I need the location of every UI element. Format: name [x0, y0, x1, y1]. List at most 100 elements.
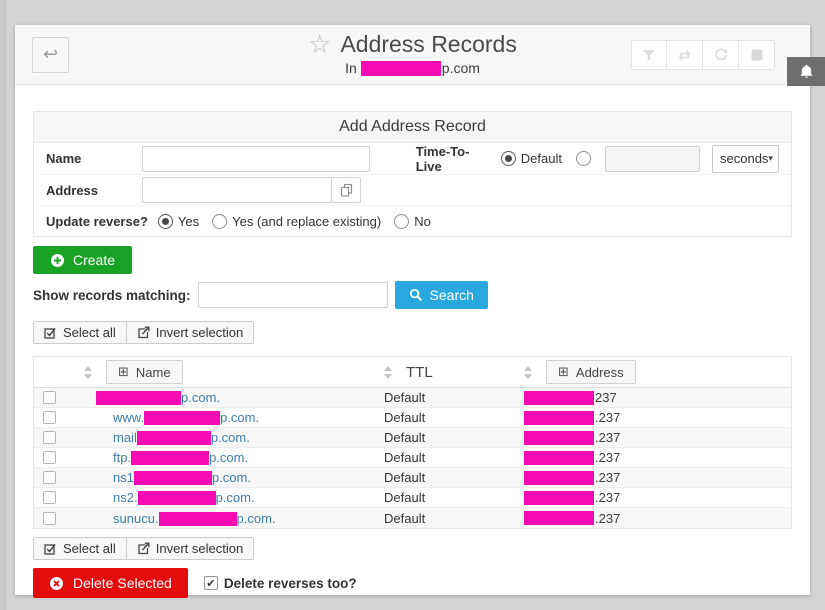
- redacted-name: [131, 451, 210, 465]
- select-all-checkbox-icon: [44, 327, 56, 339]
- redacted-name: [96, 391, 181, 405]
- invert-selection-icon: [138, 326, 150, 339]
- address-label: Address: [46, 182, 99, 198]
- table-row: sunucu. p.com. Default .237: [34, 508, 791, 528]
- update-no-radio[interactable]: [394, 213, 410, 229]
- row-checkbox[interactable]: [42, 511, 56, 525]
- title-block: ☆ Address Records In p.com: [15, 31, 810, 76]
- ttl-label: Time-To-Live: [415, 143, 470, 174]
- records-table: ⊞ Name TTL ⊞ Address p: [33, 356, 792, 529]
- delete-reverses-checkbox[interactable]: ✔: [203, 576, 218, 590]
- records-matching-input[interactable]: [197, 282, 388, 308]
- search-button[interactable]: Search: [394, 281, 488, 309]
- record-ttl: Default: [384, 430, 426, 445]
- record-name-link[interactable]: sunucu. p.com.: [113, 510, 276, 526]
- plus-square-icon: ⊞: [118, 364, 129, 380]
- invert-selection-button-bottom[interactable]: Invert selection: [126, 537, 255, 560]
- table-row: mail p.com. Default .237: [34, 428, 791, 448]
- record-name-link[interactable]: mail p.com.: [113, 430, 250, 445]
- header-toolbar: [631, 40, 775, 70]
- name-ttl-row: Name Time-To-Live Default seconds ▾: [34, 143, 791, 174]
- redacted-address: [524, 511, 594, 525]
- record-ttl: Default: [384, 470, 426, 485]
- redacted-address: [524, 410, 594, 425]
- redacted-address: [524, 470, 594, 485]
- row-checkbox[interactable]: [42, 431, 56, 444]
- refresh-icon: [714, 48, 727, 61]
- page-header: ↩ ☆ Address Records In p.com: [15, 25, 810, 85]
- notifications-tab[interactable]: [787, 57, 825, 86]
- row-checkbox[interactable]: [42, 491, 56, 504]
- row-checkbox[interactable]: [42, 471, 56, 484]
- row-checkbox[interactable]: [42, 451, 56, 464]
- record-ttl: Default: [384, 410, 426, 425]
- record-address: .237: [595, 510, 621, 526]
- row-checkbox[interactable]: [42, 391, 56, 404]
- ttl-custom-radio[interactable]: [576, 151, 591, 166]
- selection-buttons-bottom: Select all Invert selection: [33, 537, 255, 560]
- table-row: ns1 p.com. Default .237: [34, 468, 791, 488]
- select-all-button-top[interactable]: Select all: [33, 321, 127, 344]
- chevron-down-icon: ▾: [768, 153, 773, 163]
- ttl-unit-select[interactable]: seconds ▾: [712, 144, 779, 173]
- record-address: .237: [595, 470, 621, 485]
- table-row: p.com. Default 237: [34, 388, 791, 408]
- record-name-link[interactable]: ns1 p.com.: [113, 470, 251, 485]
- update-yes-label: Yes: [177, 213, 200, 229]
- sort-name-control[interactable]: [84, 365, 92, 379]
- row-checkbox[interactable]: [42, 411, 56, 424]
- address-records-page: ↩ ☆ Address Records In p.com: [15, 25, 810, 598]
- update-reverse-row: Update reverse? Yes Yes (and replace exi…: [34, 205, 791, 236]
- record-address: .237: [595, 450, 621, 465]
- plus-square-icon: ⊞: [558, 364, 569, 380]
- redacted-domain: [360, 61, 441, 76]
- update-yes-replace-radio[interactable]: [212, 213, 228, 229]
- update-yes-replace-label: Yes (and replace existing): [232, 213, 382, 229]
- record-address: 237: [595, 390, 617, 405]
- table-header: ⊞ Name TTL ⊞ Address: [34, 357, 791, 388]
- favorite-star-icon[interactable]: ☆: [308, 29, 332, 60]
- record-address: .237: [595, 490, 621, 505]
- create-button[interactable]: Create: [33, 246, 133, 274]
- address-column-button[interactable]: ⊞ Address: [546, 360, 636, 384]
- delete-reverses-label: Delete reverses too?: [223, 575, 357, 591]
- name-label: Name: [46, 151, 82, 166]
- delete-selected-button[interactable]: Delete Selected: [33, 568, 188, 598]
- ttl-default-radio[interactable]: [500, 151, 516, 166]
- record-ttl: Default: [384, 510, 426, 526]
- update-yes-radio[interactable]: [157, 213, 173, 229]
- redacted-name: [144, 411, 221, 425]
- record-name-link[interactable]: www. p.com.: [113, 410, 260, 425]
- bell-icon: [800, 64, 812, 78]
- table-row: ns2. p.com. Default .237: [34, 488, 791, 508]
- search-row: Show records matching: Search: [33, 281, 792, 309]
- record-name-link[interactable]: p.com.: [96, 390, 220, 405]
- name-column-button[interactable]: ⊞ Name: [106, 360, 183, 384]
- redacted-address: [524, 450, 594, 465]
- stop-button[interactable]: [739, 40, 775, 70]
- invert-selection-button-top[interactable]: Invert selection: [126, 321, 255, 344]
- clone-button[interactable]: [667, 40, 703, 70]
- x-circle-icon: [50, 576, 63, 590]
- sort-ttl-control[interactable]: [384, 365, 392, 379]
- address-row: Address: [34, 174, 791, 205]
- filter-button[interactable]: [631, 40, 667, 70]
- plus-circle-icon: [51, 253, 64, 267]
- refresh-button[interactable]: [703, 40, 739, 70]
- record-ttl: Default: [384, 390, 426, 405]
- sort-address-control[interactable]: [524, 365, 532, 379]
- name-input[interactable]: [142, 145, 370, 172]
- search-icon: [409, 288, 422, 301]
- record-name-link[interactable]: ns2. p.com.: [113, 490, 255, 505]
- redacted-address: [524, 490, 594, 505]
- ttl-value-input[interactable]: [605, 145, 700, 172]
- record-name-link[interactable]: ftp. p.com.: [113, 450, 249, 465]
- return-arrow-icon: ↩: [42, 44, 59, 65]
- select-all-checkbox-icon: [44, 543, 56, 555]
- record-ttl: Default: [384, 490, 426, 505]
- page-content: Add Address Record Name Time-To-Live Def…: [15, 85, 810, 598]
- address-input[interactable]: [142, 177, 332, 203]
- paste-address-button[interactable]: [332, 177, 361, 203]
- select-all-button-bottom[interactable]: Select all: [33, 537, 127, 560]
- back-button[interactable]: ↩: [32, 36, 69, 73]
